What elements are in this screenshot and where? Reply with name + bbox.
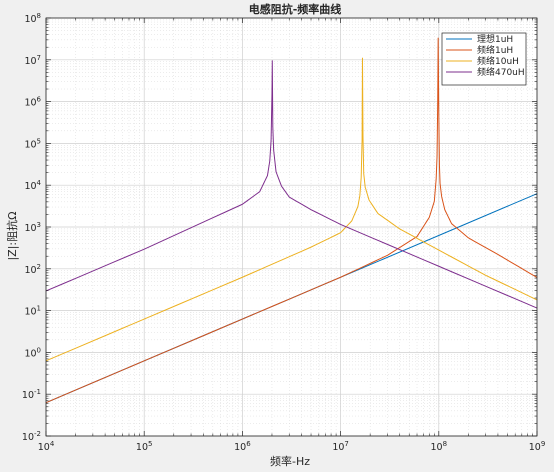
y-tick-label-base: 10 bbox=[24, 307, 36, 318]
x-tick-labels: 104 105 106 107 108 109 bbox=[38, 440, 546, 453]
x-tick-label-exponent: 4 bbox=[50, 440, 55, 448]
x-tick-label: 109 bbox=[529, 440, 546, 453]
x-tick-label-exponent: 7 bbox=[344, 440, 348, 448]
series-layer bbox=[45, 37, 538, 404]
axis-ticks bbox=[45, 17, 538, 437]
y-tick-label-exponent: -2 bbox=[34, 430, 41, 438]
y-tick-label-exponent: 6 bbox=[37, 96, 42, 104]
series-line-4 bbox=[45, 60, 538, 309]
y-tick-label-exponent: -1 bbox=[34, 388, 41, 396]
x-tick-label: 107 bbox=[332, 440, 349, 453]
y-tick-label: 106 bbox=[24, 96, 41, 109]
x-tick-label: 105 bbox=[136, 440, 153, 453]
plot-area: 104 105 106 107 108 109 10-210-11001011021031… bbox=[22, 12, 545, 453]
y-tick-label: 108 bbox=[24, 12, 41, 25]
y-tick-label-base: 10 bbox=[24, 265, 36, 276]
y-tick-label: 107 bbox=[24, 54, 41, 67]
x-tick-label-exponent: 6 bbox=[246, 440, 251, 448]
x-tick-label-base: 10 bbox=[431, 442, 443, 453]
y-tick-label: 101 bbox=[24, 305, 41, 318]
y-tick-label-exponent: 0 bbox=[37, 346, 41, 354]
y-tick-label: 102 bbox=[24, 263, 41, 276]
x-tick-label-exponent: 5 bbox=[148, 440, 152, 448]
y-axis-label: |Z|:阻抗Ω bbox=[5, 211, 19, 260]
y-tick-label-exponent: 8 bbox=[37, 12, 41, 20]
series-line-2 bbox=[45, 37, 538, 404]
chart-title: 电感阻抗-频率曲线 bbox=[249, 2, 342, 16]
y-tick-label-exponent: 1 bbox=[37, 305, 41, 313]
legend-box bbox=[441, 32, 527, 86]
y-tick-label-exponent: 2 bbox=[37, 263, 41, 271]
x-tick-label-base: 10 bbox=[38, 442, 50, 453]
legend-label-1: 理想1uH bbox=[477, 33, 513, 45]
minor-grid bbox=[46, 18, 537, 436]
y-tick-label-base: 10 bbox=[22, 432, 34, 443]
y-tick-label-base: 10 bbox=[24, 181, 36, 192]
y-tick-label: 103 bbox=[24, 221, 41, 234]
legend-label-3: 频络10uH bbox=[477, 55, 519, 67]
x-tick-label-exponent: 9 bbox=[541, 440, 545, 448]
legend-label-2: 频络1uH bbox=[477, 44, 513, 56]
y-tick-label: 100 bbox=[24, 346, 41, 359]
y-tick-label-exponent: 3 bbox=[37, 221, 41, 229]
y-tick-label-exponent: 7 bbox=[37, 54, 41, 62]
y-tick-label-base: 10 bbox=[24, 14, 36, 25]
x-tick-label: 106 bbox=[234, 440, 251, 453]
y-tick-label-base: 10 bbox=[24, 98, 36, 109]
y-tick-label-base: 10 bbox=[22, 390, 34, 401]
y-tick-label-base: 10 bbox=[24, 56, 36, 67]
y-tick-label-exponent: 4 bbox=[37, 179, 42, 187]
x-tick-label-base: 10 bbox=[529, 442, 541, 453]
x-tick-label: 104 bbox=[38, 440, 55, 453]
x-axis-label: 频率-Hz bbox=[270, 454, 310, 468]
y-tick-label-base: 10 bbox=[24, 348, 36, 359]
x-tick-label-base: 10 bbox=[332, 442, 344, 453]
y-tick-label-exponent: 5 bbox=[37, 137, 41, 145]
x-tick-label-base: 10 bbox=[234, 442, 246, 453]
y-tick-label: 10-2 bbox=[22, 430, 41, 443]
x-tick-label-base: 10 bbox=[136, 442, 148, 453]
y-tick-label-base: 10 bbox=[24, 139, 36, 150]
y-tick-label: 10-1 bbox=[22, 388, 41, 401]
y-tick-label-base: 10 bbox=[24, 223, 36, 234]
y-tick-label: 104 bbox=[24, 179, 41, 192]
series-line-3 bbox=[45, 57, 538, 362]
x-tick-label-exponent: 8 bbox=[443, 440, 447, 448]
y-tick-label: 105 bbox=[24, 137, 41, 150]
legend-label-4: 频络470uH bbox=[477, 66, 525, 78]
x-tick-label: 108 bbox=[431, 440, 448, 453]
